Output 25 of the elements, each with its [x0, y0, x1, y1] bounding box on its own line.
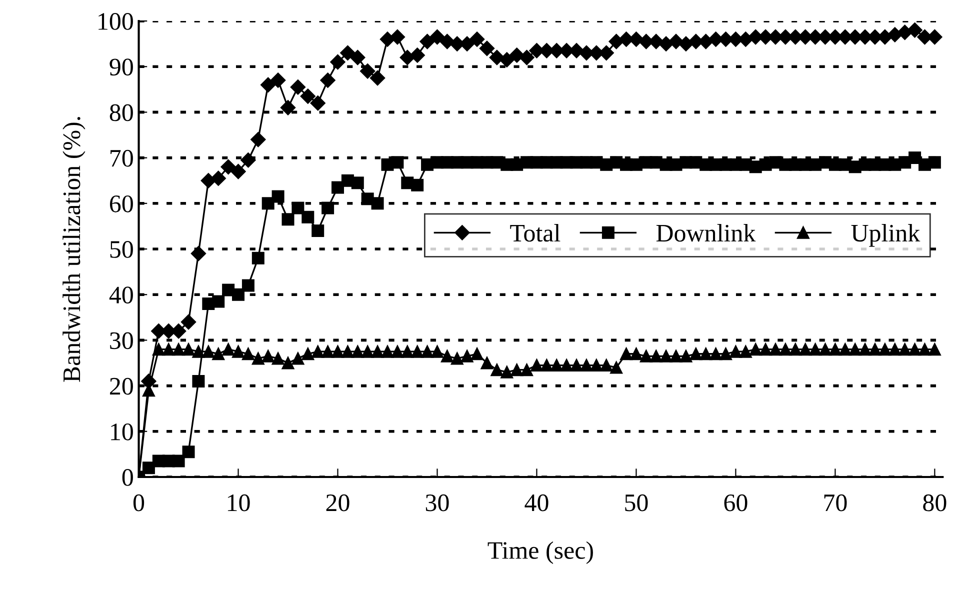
x-tick-label: 0 [133, 494, 144, 512]
legend-label: Total [510, 224, 560, 242]
x-tick-label: 60 [724, 494, 748, 512]
y-tick-label: 50 [110, 241, 133, 258]
y-axis-title: Bandwidth utilization (%). [62, 116, 86, 382]
legend-label: Downlink [656, 224, 756, 242]
y-tick-label: 40 [109, 286, 133, 304]
x-tick-label: 70 [824, 494, 847, 512]
y-tick-label: 60 [110, 195, 133, 212]
y-tick-label: 100 [98, 13, 133, 30]
legend-label: Uplink [851, 224, 920, 247]
y-tick-label: 90 [110, 58, 133, 76]
y-tick-label: 30 [110, 332, 133, 350]
x-tick-label: 20 [326, 494, 350, 512]
x-axis-title: Time (sec) [488, 541, 593, 564]
y-tick-label: 80 [110, 104, 133, 122]
x-tick-label: 10 [228, 494, 250, 512]
y-tick-label: 0 [122, 469, 133, 486]
y-tick-label: 20 [110, 378, 133, 395]
x-tick-label: 80 [923, 494, 946, 512]
y-tick-label: 70 [110, 150, 133, 167]
y-tick-label: 10 [111, 423, 133, 440]
x-tick-label: 50 [625, 494, 648, 512]
x-tick-label: 40 [524, 494, 548, 512]
x-tick-label: 30 [426, 494, 449, 512]
